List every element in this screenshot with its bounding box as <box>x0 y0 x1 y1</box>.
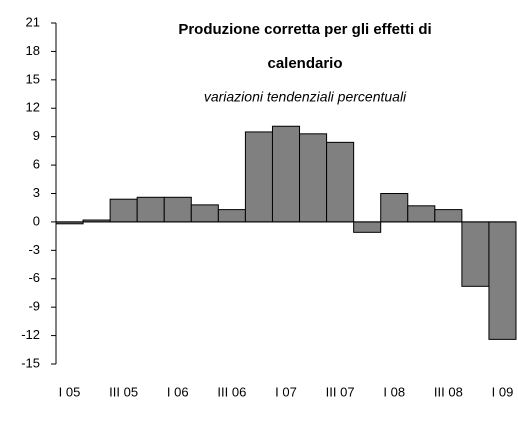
y-tick-label: 9 <box>33 128 40 143</box>
bar <box>244 131 273 223</box>
bar <box>190 204 219 223</box>
y-tick-label: -6 <box>28 270 40 285</box>
bar <box>461 221 490 287</box>
y-tick-label: 6 <box>33 157 40 172</box>
bar <box>299 133 328 223</box>
chart-subtitle: variazioni tendenziali percentuali <box>204 89 407 105</box>
x-tick-label: III 08 <box>434 384 463 399</box>
x-tick-label: III 07 <box>326 384 355 399</box>
x-tick-label: I 06 <box>167 384 189 399</box>
bar <box>407 205 436 223</box>
x-tick-label: I 05 <box>59 384 81 399</box>
bar <box>109 198 138 223</box>
bar <box>326 141 355 223</box>
bar <box>380 193 409 223</box>
bar <box>136 196 165 223</box>
x-tick-label: I 07 <box>275 384 297 399</box>
chart-title: Produzione corretta per gli effetti di ca… <box>178 21 431 72</box>
y-tick-label: 21 <box>26 14 40 29</box>
bar <box>271 125 301 223</box>
y-tick-label: 3 <box>33 185 40 200</box>
y-tick-label: 15 <box>26 71 40 86</box>
bar <box>217 209 246 223</box>
y-tick-label: 12 <box>26 100 40 115</box>
y-tick-label: -9 <box>28 299 40 314</box>
bar <box>163 196 192 223</box>
bar <box>488 221 517 340</box>
x-tick-label: III 05 <box>109 384 138 399</box>
bar <box>434 209 463 223</box>
y-tick-label: -3 <box>28 242 40 257</box>
y-tick-label: -15 <box>21 355 40 370</box>
x-tick-label: I 08 <box>383 384 405 399</box>
x-tick-label: III 06 <box>217 384 246 399</box>
y-tick-label: -12 <box>21 327 40 342</box>
x-tick-label: I 09 <box>492 384 514 399</box>
y-tick-label: 0 <box>33 213 40 228</box>
bar <box>353 221 382 233</box>
y-tick-label: 18 <box>26 43 40 58</box>
